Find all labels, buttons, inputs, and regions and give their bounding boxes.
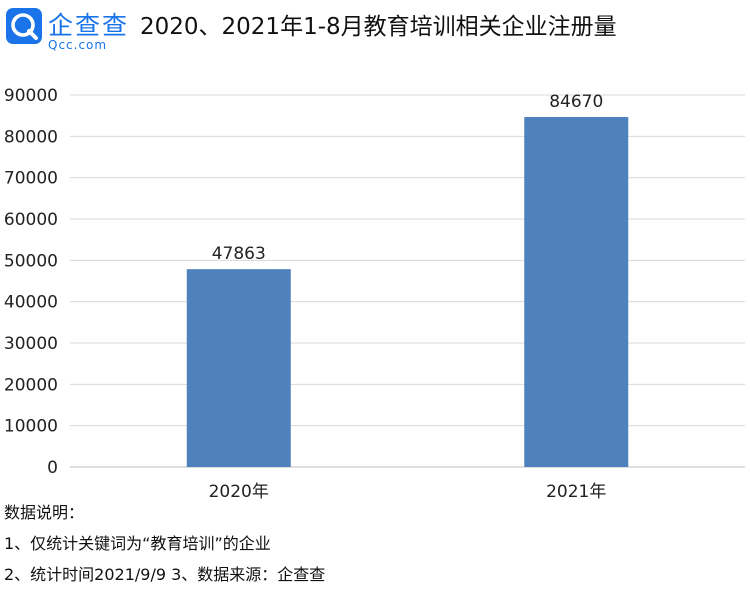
x-tick-label: 2020年 (209, 482, 269, 502)
notes-line-1: 1、仅统计关键词为“教育培训”的企业 (4, 534, 271, 553)
y-tick-label: 20000 (4, 375, 58, 395)
y-tick-label: 70000 (4, 169, 58, 189)
data-label: 47863 (212, 244, 266, 264)
qcc-logo-icon (6, 8, 42, 44)
y-tick-label: 40000 (4, 293, 58, 313)
bar-2 (524, 117, 629, 467)
data-notes: 数据说明： 1、仅统计关键词为“教育培训”的企业 2、统计时间2021/9/9 … (4, 497, 744, 590)
notes-line-2: 2、统计时间2021/9/9 3、数据来源：企查查 (4, 565, 326, 584)
qcc-logo: 企查查 Qcc.com (6, 8, 166, 52)
bar-1 (186, 269, 291, 467)
y-tick-label: 0 (47, 458, 58, 478)
header: 企查查 Qcc.com 2020、2021年1-8月教育培训相关企业注册量 (0, 0, 750, 60)
y-tick-label: 10000 (4, 417, 58, 437)
y-tick-label: 50000 (4, 251, 58, 271)
brand-name: 企查查 (48, 11, 130, 40)
brand-domain: Qcc.com (48, 38, 108, 52)
y-tick-label: 90000 (4, 86, 58, 106)
y-tick-label: 30000 (4, 334, 58, 354)
bar-chart: 0 10000 20000 30000 40000 50000 60000 70000 8000… (4, 86, 745, 502)
data-label: 84670 (549, 92, 603, 112)
chart-title: 2020、2021年1-8月教育培训相关企业注册量 (140, 14, 617, 40)
y-tick-label: 80000 (4, 127, 58, 147)
x-tick-label: 2021年 (546, 482, 606, 502)
notes-heading: 数据说明： (4, 503, 85, 522)
y-tick-label: 60000 (4, 210, 58, 230)
